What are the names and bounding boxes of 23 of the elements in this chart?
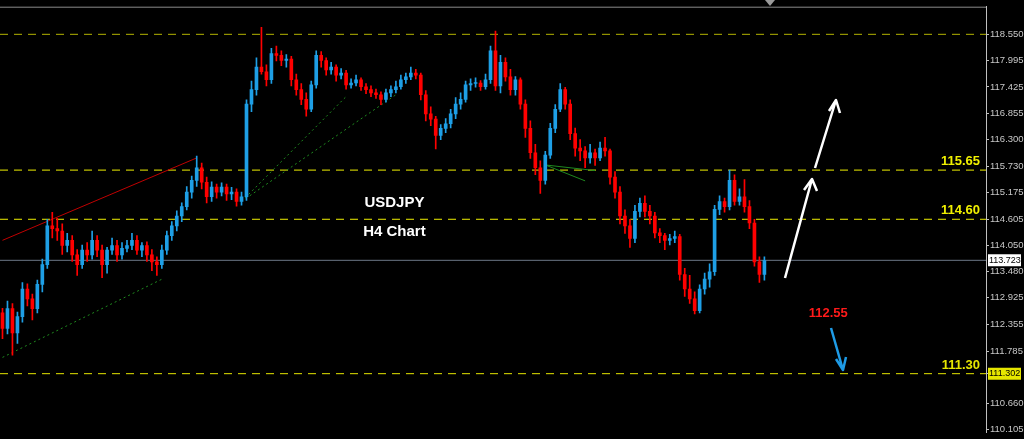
y-tick-label: 118.550 (990, 27, 1024, 39)
y-tick-label: 116.855 (990, 107, 1024, 119)
y-tick-label: 115.175 (990, 185, 1024, 197)
ref-line-label: 114.60 (940, 202, 980, 218)
y-tick-label: 114.050 (990, 238, 1024, 250)
y-tick-label: 115.730 (990, 159, 1024, 171)
text: H4 Chart (363, 222, 426, 240)
y-tick-label: 112.355 (990, 318, 1024, 329)
y-tick-label: 117.425 (990, 80, 1024, 92)
y-tick-label: 113.480 (990, 265, 1024, 277)
y-tick-label: 111.785 (990, 344, 1023, 356)
y-tick-label: 111.302 (989, 368, 1021, 379)
y-tick-label: 110.660 (990, 397, 1024, 409)
y-tick-label: 116.300 (990, 133, 1024, 145)
y-tick-label: 110.105 (990, 423, 1024, 435)
ref-line-label: 113.723 (989, 254, 1021, 265)
annotation: 112.55 (808, 304, 848, 320)
y-tick-label: 114.605 (990, 212, 1024, 224)
ref-line-label: 115.65 (940, 153, 980, 169)
ref-line-label: 111.30 (941, 356, 980, 372)
y-tick-label: 112.925 (990, 291, 1024, 303)
y-tick-label: 117.995 (990, 53, 1024, 65)
text: USDJPY (364, 192, 425, 210)
